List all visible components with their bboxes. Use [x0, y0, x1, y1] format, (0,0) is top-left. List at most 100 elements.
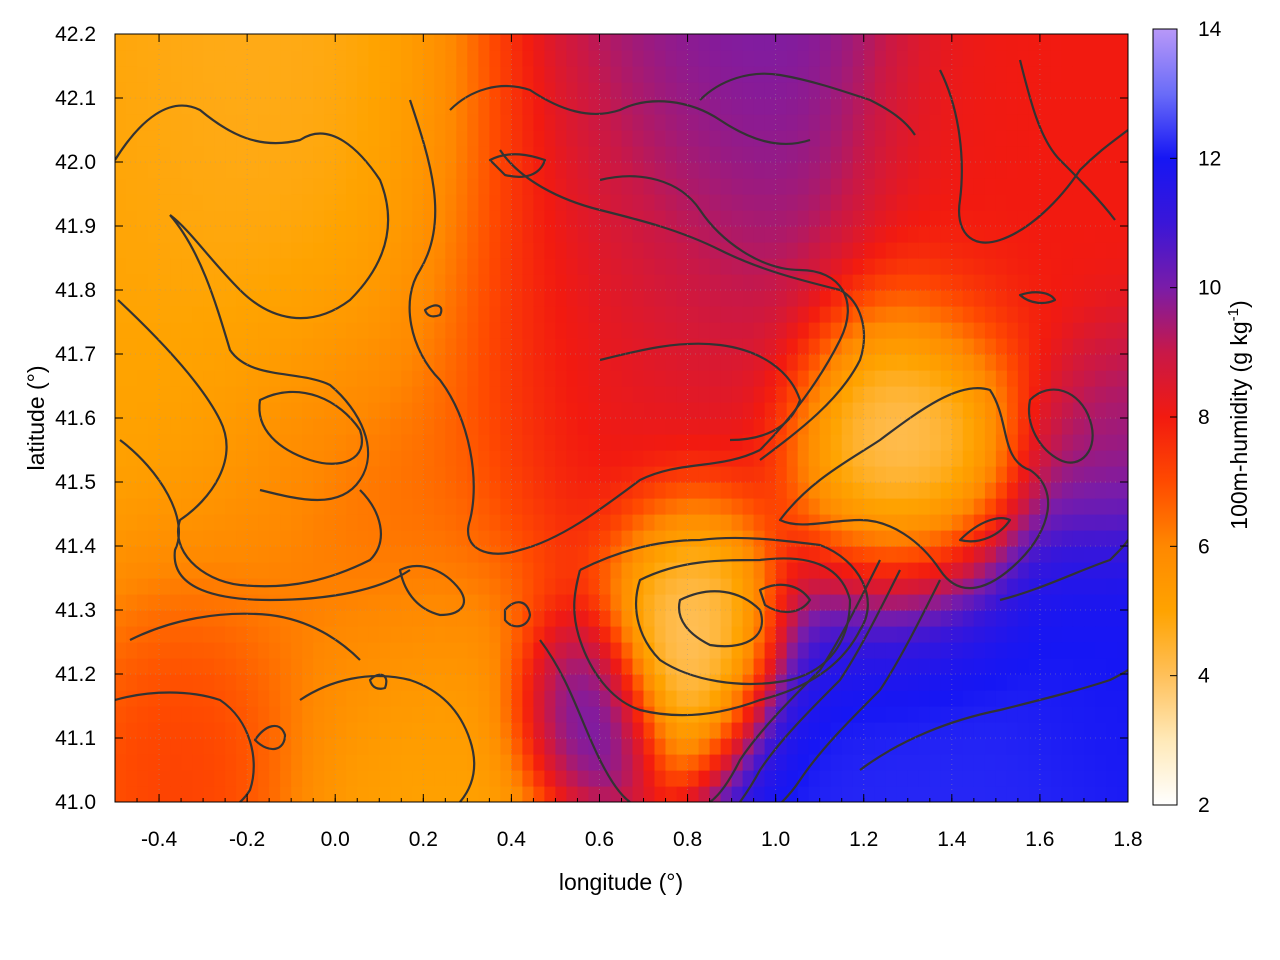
heatmap-cell: [621, 226, 634, 243]
heatmap-cell: [324, 338, 336, 355]
heatmap-cell: [951, 674, 964, 691]
heatmap-cell: [489, 770, 501, 787]
heatmap-cell: [742, 738, 755, 755]
heatmap-cell: [434, 146, 446, 163]
heatmap-cell: [555, 146, 567, 163]
heatmap-cell: [511, 786, 523, 802]
heatmap-cell: [1106, 578, 1118, 595]
heatmap-cell: [478, 322, 490, 339]
heatmap-cell: [610, 562, 623, 579]
heatmap-cell: [214, 162, 226, 179]
heatmap-cell: [170, 82, 182, 99]
heatmap-cell: [269, 322, 281, 339]
heatmap-cell: [192, 354, 204, 371]
heatmap-cell: [599, 130, 612, 147]
heatmap-cell: [1072, 690, 1085, 707]
heatmap-cell: [830, 754, 843, 771]
heatmap-cell: [742, 98, 755, 115]
heatmap-cell: [566, 162, 578, 179]
heatmap-cell: [621, 706, 634, 723]
heatmap-cell: [841, 450, 854, 467]
heatmap-cell: [764, 194, 777, 211]
heatmap-cell: [533, 610, 545, 627]
heatmap-cell: [1028, 146, 1041, 163]
heatmap-cell: [467, 626, 479, 643]
heatmap-cell: [192, 466, 204, 483]
heatmap-cell: [676, 322, 689, 339]
heatmap-cell: [126, 530, 138, 547]
heatmap-cell: [236, 530, 248, 547]
heatmap-cell: [841, 162, 854, 179]
heatmap-cell: [731, 226, 744, 243]
heatmap-cell: [753, 498, 766, 515]
heatmap-cell: [137, 738, 149, 755]
heatmap-cell: [588, 210, 601, 227]
heatmap-cell: [1017, 674, 1030, 691]
heatmap-cell: [632, 514, 645, 531]
heatmap-cell: [544, 498, 556, 515]
heatmap-cell: [753, 354, 766, 371]
heatmap-cell: [599, 162, 612, 179]
heatmap-cell: [929, 306, 942, 323]
heatmap-cell: [1028, 418, 1041, 435]
heatmap-cell: [797, 562, 810, 579]
heatmap-cell: [236, 786, 248, 802]
heatmap-cell: [412, 210, 424, 227]
heatmap-cell: [1028, 626, 1041, 643]
heatmap-cell: [467, 658, 479, 675]
heatmap-cell: [819, 578, 832, 595]
heatmap-cell: [379, 626, 391, 643]
heatmap-cell: [126, 354, 138, 371]
heatmap-cell: [269, 210, 281, 227]
heatmap-cell: [247, 722, 259, 739]
heatmap-cell: [445, 450, 457, 467]
heatmap-cell: [291, 66, 303, 83]
heatmap-cell: [753, 338, 766, 355]
heatmap-cell: [698, 418, 711, 435]
heatmap-cell: [1017, 338, 1030, 355]
heatmap-cell: [368, 338, 380, 355]
heatmap-cell: [302, 690, 314, 707]
heatmap-cell: [819, 754, 832, 771]
heatmap-cell: [775, 82, 788, 99]
heatmap-cell: [445, 514, 457, 531]
heatmap-cell: [643, 402, 656, 419]
heatmap-cell: [434, 450, 446, 467]
heatmap-cell: [841, 242, 854, 259]
heatmap-cell: [863, 690, 876, 707]
heatmap-cell: [445, 546, 457, 563]
heatmap-cell: [302, 546, 314, 563]
colorbar-tick-label: 12: [1198, 147, 1221, 170]
heatmap-cell: [676, 786, 689, 802]
x-tick-label: 1.0: [761, 828, 790, 851]
heatmap-cell: [478, 146, 490, 163]
heatmap-cell: [676, 626, 689, 643]
heatmap-cell: [357, 162, 369, 179]
heatmap-cell: [676, 274, 689, 291]
heatmap-cell: [962, 754, 975, 771]
heatmap-cell: [984, 322, 997, 339]
heatmap-cell: [1050, 322, 1063, 339]
heatmap-cell: [720, 498, 733, 515]
heatmap-cell: [1006, 658, 1019, 675]
heatmap-cell: [445, 706, 457, 723]
heatmap-cell: [1117, 194, 1128, 211]
heatmap-cell: [478, 418, 490, 435]
heatmap-cell: [181, 690, 193, 707]
heatmap-cell: [863, 706, 876, 723]
heatmap-cell: [236, 722, 248, 739]
heatmap-cell: [577, 354, 590, 371]
heatmap-cell: [929, 178, 942, 195]
heatmap-cell: [478, 98, 490, 115]
heatmap-cell: [929, 226, 942, 243]
heatmap-cell: [610, 482, 623, 499]
heatmap-cell: [489, 338, 501, 355]
heatmap-cell: [962, 178, 975, 195]
heatmap-cell: [775, 34, 788, 51]
heatmap-cell: [236, 290, 248, 307]
heatmap-cell: [874, 338, 887, 355]
heatmap-cell: [247, 66, 259, 83]
heatmap-cell: [962, 258, 975, 275]
heatmap-cell: [511, 482, 523, 499]
